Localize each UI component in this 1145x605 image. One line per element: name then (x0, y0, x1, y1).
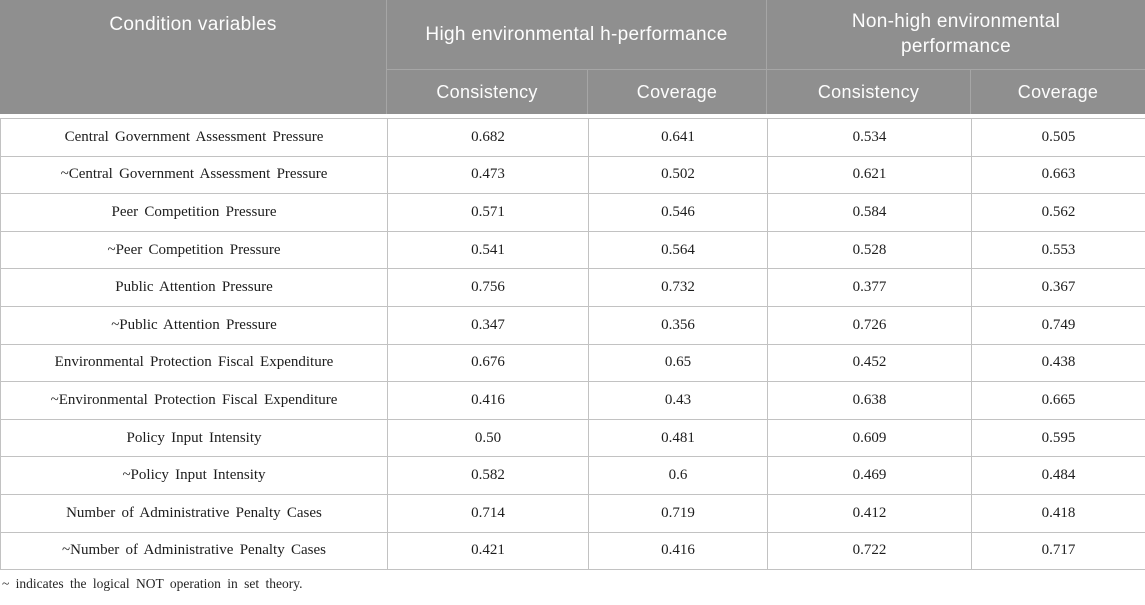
value-cell: 0.714 (387, 493, 589, 533)
value-cell: 0.756 (387, 268, 589, 307)
table-row: Environmental Protection Fiscal Expendit… (0, 343, 1145, 383)
value-cell: 0.347 (387, 305, 589, 345)
header-group-nonhigh-performance: Non-high environmental performance (767, 0, 1145, 70)
value-cell: 0.412 (767, 493, 972, 533)
value-cell: 0.665 (971, 381, 1145, 420)
value-cell: 0.717 (971, 531, 1145, 571)
value-cell: 0.484 (971, 456, 1145, 495)
value-cell: 0.562 (971, 193, 1145, 232)
value-cell: 0.6 (588, 456, 768, 495)
header-coverage-nonhigh: Coverage (1017, 81, 1099, 102)
table-row: ~Public Attention Pressure 0.347 0.356 0.72… (0, 305, 1145, 345)
value-cell: 0.582 (387, 456, 589, 495)
value-cell: 0.50 (387, 418, 589, 458)
value-cell: 0.682 (387, 118, 589, 157)
table-footnote: ~ indicates the logical NOT operation in… (2, 576, 303, 592)
table-body: Central Government Assessment Pressure 0.… (0, 118, 1145, 571)
condition-variable-label: ~Peer Competition Pressure (0, 230, 388, 270)
value-cell: 0.43 (588, 381, 768, 420)
value-cell: 0.416 (588, 531, 768, 571)
header-group-nonhigh-label: Non-high environmental performance (851, 10, 1061, 57)
value-cell: 0.505 (971, 118, 1145, 157)
value-cell: 0.732 (588, 268, 768, 307)
table-row: Peer Competition Pressure 0.571 0.546 0.584… (0, 193, 1145, 232)
table-row: ~Policy Input Intensity 0.582 0.6 0.469 0.48… (0, 456, 1145, 495)
value-cell: 0.528 (767, 230, 972, 270)
value-cell: 0.719 (588, 493, 768, 533)
table-row: ~Number of Administrative Penalty Cases 0… (0, 531, 1145, 571)
condition-variable-label: Public Attention Pressure (0, 268, 388, 307)
header-consistency-nonhigh: Consistency (767, 70, 971, 114)
value-cell: 0.469 (767, 456, 972, 495)
value-cell: 0.452 (767, 343, 972, 383)
value-cell: 0.541 (387, 230, 589, 270)
value-cell: 0.534 (767, 118, 972, 157)
value-cell: 0.481 (588, 418, 768, 458)
value-cell: 0.609 (767, 418, 972, 458)
condition-variable-label: ~Public Attention Pressure (0, 305, 388, 345)
header-body-gap (0, 114, 1145, 118)
value-cell: 0.377 (767, 268, 972, 307)
condition-variable-label: ~Central Government Assessment Pressure (0, 155, 388, 195)
value-cell: 0.621 (767, 155, 972, 195)
value-cell: 0.638 (767, 381, 972, 420)
condition-variable-label: ~Number of Administrative Penalty Cases (0, 531, 388, 571)
condition-variable-label: ~Environmental Protection Fiscal Expendi… (0, 381, 388, 420)
table-body-rows: Central Government Assessment Pressure 0.… (0, 118, 1145, 571)
value-cell: 0.722 (767, 531, 972, 571)
condition-variable-label: ~Policy Input Intensity (0, 456, 388, 495)
table-row: Central Government Assessment Pressure 0.… (0, 118, 1145, 157)
table-row: Policy Input Intensity 0.50 0.481 0.609 0.59… (0, 418, 1145, 458)
table-row: ~Peer Competition Pressure 0.541 0.564 0.52… (0, 230, 1145, 270)
value-cell: 0.473 (387, 155, 589, 195)
value-cell: 0.418 (971, 493, 1145, 533)
header-group-high-performance: High environmental h-performance (387, 0, 767, 70)
value-cell: 0.584 (767, 193, 972, 232)
table-row: ~Central Government Assessment Pressure 0… (0, 155, 1145, 195)
condition-variable-label: Environmental Protection Fiscal Expendit… (0, 343, 388, 383)
value-cell: 0.749 (971, 305, 1145, 345)
value-cell: 0.571 (387, 193, 589, 232)
condition-variable-label: Central Government Assessment Pressure (0, 118, 388, 157)
table-row: ~Environmental Protection Fiscal Expendi… (0, 381, 1145, 420)
header-coverage-high: Coverage (588, 70, 767, 114)
value-cell: 0.367 (971, 268, 1145, 307)
condition-variable-label: Number of Administrative Penalty Cases (0, 493, 388, 533)
value-cell: 0.564 (588, 230, 768, 270)
header-condition-variables: Condition variables (0, 0, 387, 114)
value-cell: 0.726 (767, 305, 972, 345)
value-cell: 0.416 (387, 381, 589, 420)
value-cell: 0.356 (588, 305, 768, 345)
value-cell: 0.546 (588, 193, 768, 232)
condition-variable-label: Policy Input Intensity (0, 418, 388, 458)
value-cell: 0.421 (387, 531, 589, 571)
value-cell: 0.553 (971, 230, 1145, 270)
table-row: Number of Administrative Penalty Cases 0.… (0, 493, 1145, 533)
value-cell: 0.663 (971, 155, 1145, 195)
value-cell: 0.595 (971, 418, 1145, 458)
table-row: Public Attention Pressure 0.756 0.732 0.377… (0, 268, 1145, 307)
value-cell: 0.65 (588, 343, 768, 383)
value-cell: 0.641 (588, 118, 768, 157)
header-consistency-high: Consistency (387, 70, 588, 114)
condition-variable-label: Peer Competition Pressure (0, 193, 388, 232)
value-cell: 0.502 (588, 155, 768, 195)
table-header: Condition variables High environmental h… (0, 0, 1145, 114)
value-cell: 0.676 (387, 343, 589, 383)
value-cell: 0.438 (971, 343, 1145, 383)
